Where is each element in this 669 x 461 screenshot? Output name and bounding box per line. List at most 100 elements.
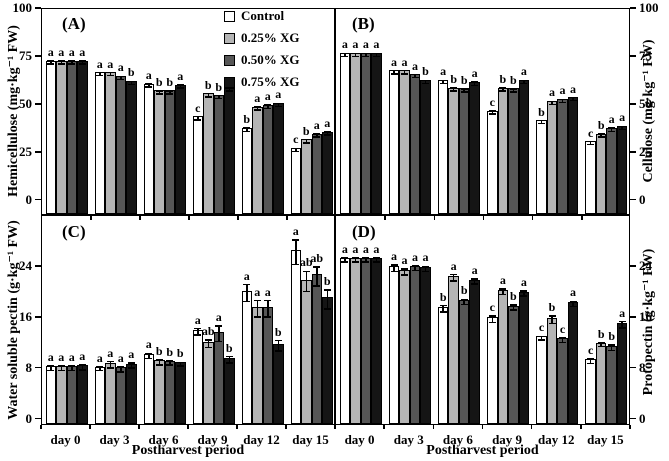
error-bar-stem <box>228 87 230 92</box>
bar <box>143 83 154 214</box>
error-bar-cap <box>587 362 595 365</box>
significance-letter: b <box>422 64 429 79</box>
error-bar-stem <box>424 80 427 84</box>
bar <box>224 357 235 424</box>
bar <box>154 90 165 214</box>
bar <box>290 250 301 424</box>
error-bar-cap <box>204 92 212 95</box>
error-bar-stem <box>561 337 564 343</box>
significance-letter: a <box>401 252 408 267</box>
significance-letter: a <box>243 268 250 283</box>
error-bar-cap <box>362 55 370 58</box>
error-bar-cap <box>204 96 212 98</box>
error-bar-stem <box>99 72 101 76</box>
significance-letter: b <box>509 72 517 87</box>
error-bar-stem <box>344 53 346 57</box>
error-bar-cap <box>78 60 86 62</box>
bar <box>487 110 498 214</box>
error-bar-cap <box>618 125 626 128</box>
legend-label: 0.50% XG <box>241 52 300 67</box>
error-bar-cap <box>439 82 447 85</box>
error-bar-cap <box>166 360 174 362</box>
error-bar-stem <box>228 356 230 363</box>
error-bar-cap <box>390 73 398 75</box>
significance-letter: a <box>324 116 331 131</box>
y-tick-label: 100 <box>639 0 659 15</box>
significance-letter: a <box>362 242 369 256</box>
y-tick <box>35 198 41 201</box>
error-bar-stem <box>305 139 307 143</box>
error-bar-cap <box>117 75 125 78</box>
y-tick <box>35 366 41 369</box>
legend-swatch-control <box>224 10 235 22</box>
error-bar-cap <box>323 134 331 136</box>
error-bar-stem <box>473 279 476 285</box>
bar <box>409 266 421 424</box>
x-tick <box>383 425 385 429</box>
error-bar-stem <box>600 342 602 347</box>
error-bar-cap <box>57 63 65 65</box>
error-bar-cap <box>145 86 153 88</box>
error-bar-cap <box>509 304 517 306</box>
x-tick-label: day 9 <box>492 432 523 447</box>
error-bar-cap <box>78 369 86 371</box>
significance-letter: a <box>520 275 527 290</box>
error-bar-cap <box>96 366 104 368</box>
error-bar-cap <box>569 300 577 303</box>
significance-letter: b <box>176 346 184 361</box>
error-bar-stem <box>295 240 297 265</box>
error-bar-cap <box>597 136 605 138</box>
x-tick-inner <box>581 216 583 220</box>
significance-letter: ab <box>299 255 313 270</box>
error-bar-cap <box>68 60 76 62</box>
legend-item-050-xg: 0.50% XG <box>224 49 300 71</box>
error-bar-stem <box>621 321 623 328</box>
y-tick <box>35 417 41 420</box>
error-bar-cap <box>145 352 153 355</box>
significance-letter: a <box>47 45 54 60</box>
error-bar-cap <box>127 367 135 369</box>
error-bar-cap <box>351 257 359 259</box>
error-bar-stem <box>158 359 160 365</box>
error-bar-cap <box>68 63 76 65</box>
error-bar-cap <box>488 321 496 324</box>
error-bar-cap <box>411 73 419 76</box>
bar <box>252 306 263 424</box>
error-bar-stem <box>424 266 427 272</box>
significance-letter: b <box>302 123 310 138</box>
error-bar-cap <box>106 360 114 363</box>
error-bar-stem <box>523 291 525 297</box>
legend-item-025-xg: 0.25% XG <box>224 27 300 49</box>
significance-letter: c <box>559 321 566 336</box>
y-tick <box>630 7 636 9</box>
significance-letter: a <box>58 45 65 60</box>
error-bar-cap <box>569 96 577 99</box>
error-bar-cap <box>471 84 479 87</box>
error-bar-stem <box>540 336 543 341</box>
significance-letter: a <box>422 250 429 265</box>
panel-c: a a a a a a a a b ab a ab a a b a a ab a a b b b b <box>41 215 335 425</box>
error-bar-cap <box>215 94 223 97</box>
bar <box>616 322 628 424</box>
error-bar-stem <box>512 305 515 311</box>
error-bar-cap <box>548 103 556 106</box>
error-bar-cap <box>520 295 528 297</box>
bar <box>585 141 596 214</box>
significance-letter: a <box>117 350 124 365</box>
significance-letter: c <box>538 320 545 335</box>
bar <box>420 266 431 424</box>
significance-letter: b <box>509 289 517 304</box>
error-bar-cap <box>422 265 429 268</box>
significance-letter: b <box>499 71 507 86</box>
error-bar-stem <box>295 148 297 152</box>
x-tick <box>334 425 336 429</box>
bar <box>469 279 480 424</box>
error-bar-cap <box>323 308 331 310</box>
bar <box>241 291 252 424</box>
bar <box>557 99 568 214</box>
x-tick-label: day 3 <box>99 432 130 447</box>
error-bar-stem <box>502 289 504 295</box>
error-bar-cap <box>548 322 556 325</box>
y-tick <box>630 151 636 153</box>
error-bar-cap <box>538 339 545 341</box>
